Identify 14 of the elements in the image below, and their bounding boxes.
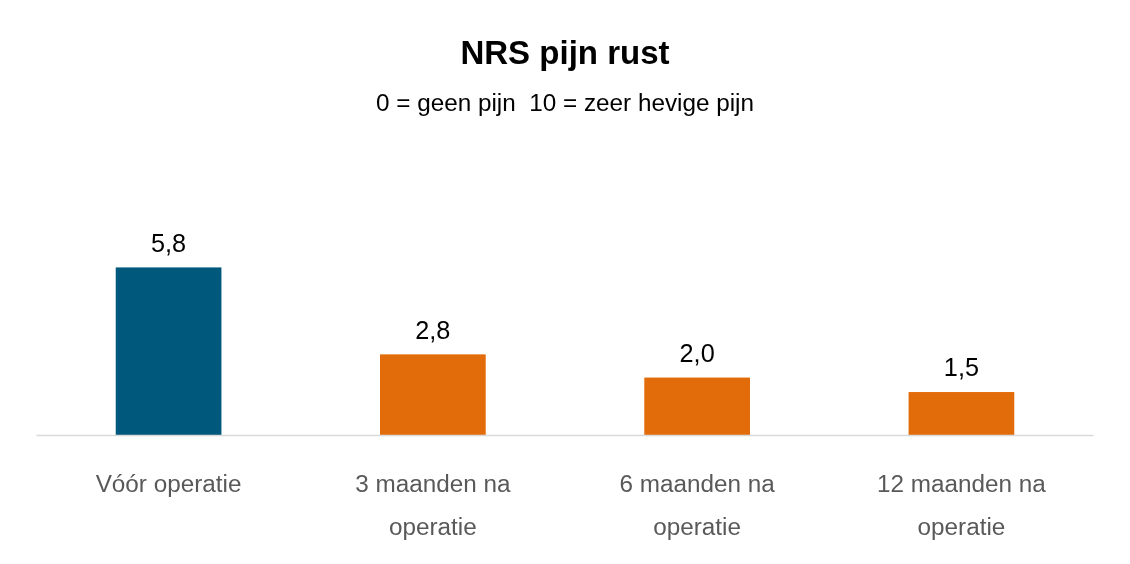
x-tick-label: 6 maanden na operatie	[619, 469, 776, 540]
bar	[908, 392, 1015, 436]
x-tick-label: Vóór operatie	[95, 469, 242, 497]
x-tick-label: 3 maanden na operatie	[355, 469, 511, 540]
chart-subtitle: 0 = geen pijn 10 = zeer hevige pijn	[376, 88, 754, 116]
x-tick-label: 12 maanden na operatie	[877, 469, 1047, 540]
data-label: 2,0	[679, 339, 715, 368]
data-label: 1,5	[943, 353, 979, 382]
data-label: 5,8	[151, 228, 187, 257]
bar	[380, 354, 486, 436]
bar	[115, 267, 222, 436]
data-label: 2,8	[415, 315, 451, 344]
chart-title: NRS pijn rust	[460, 34, 670, 72]
bar	[644, 377, 750, 436]
